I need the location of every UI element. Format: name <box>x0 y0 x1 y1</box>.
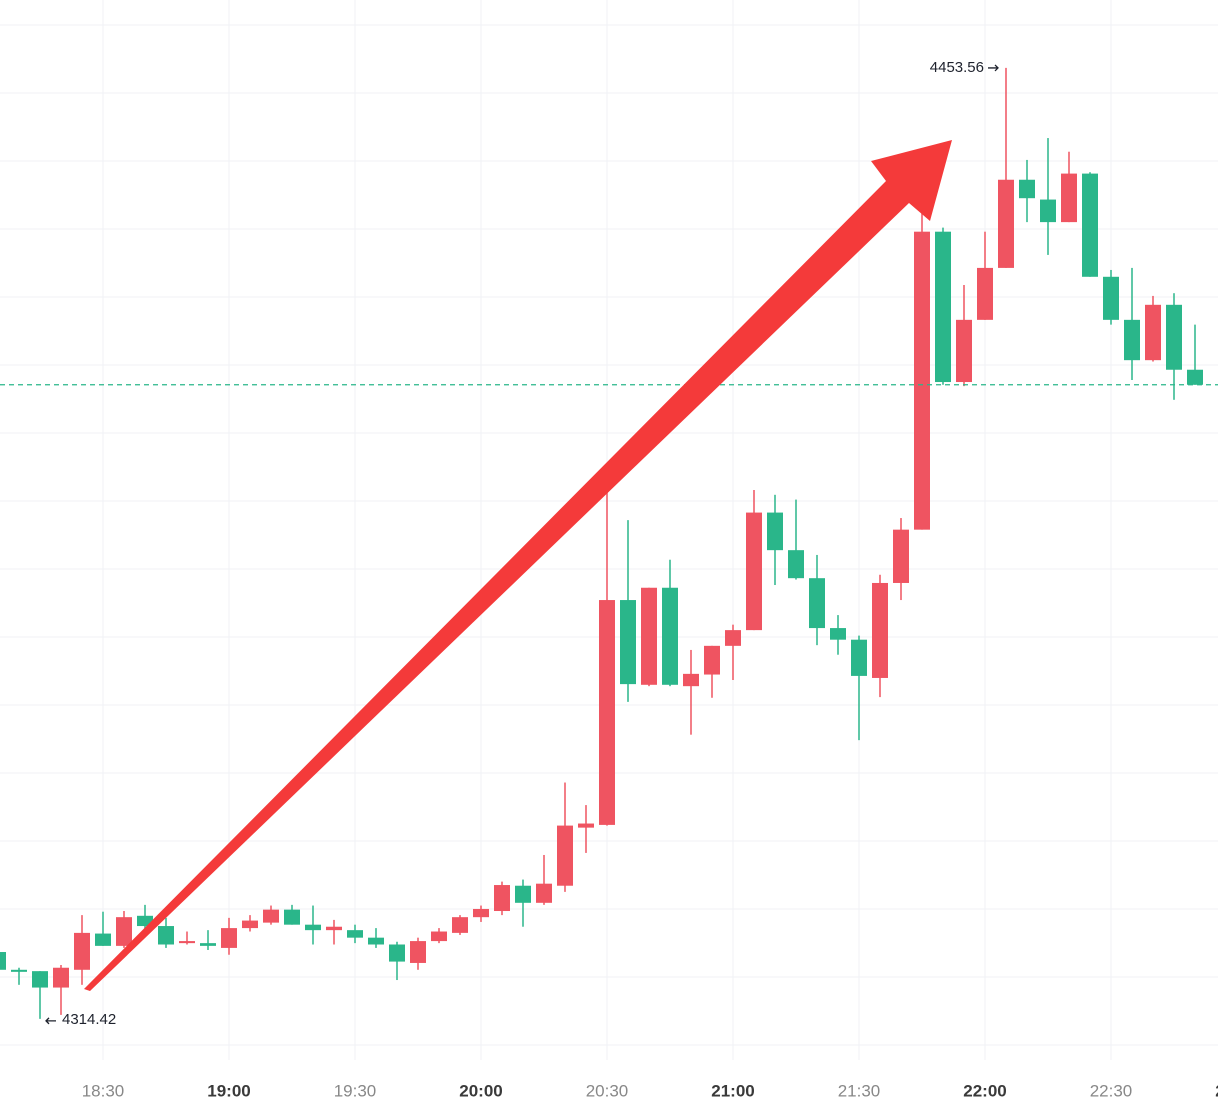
candle-body <box>1145 304 1161 361</box>
candle-body <box>158 926 174 945</box>
candle-body <box>1187 369 1203 385</box>
candle-body <box>557 825 573 886</box>
low-arrow <box>45 1017 56 1025</box>
x-tick-label: 20:30 <box>586 1081 629 1100</box>
candle-body <box>284 909 300 925</box>
candle-body <box>956 319 972 383</box>
x-tick-label: 21:30 <box>838 1081 881 1100</box>
x-tick-label: 23:00 <box>1215 1081 1218 1100</box>
candle-body <box>74 932 90 970</box>
candle-body <box>788 550 804 579</box>
candle-body <box>662 587 678 685</box>
x-tick-label: 21:00 <box>711 1081 754 1100</box>
high-arrow <box>988 64 999 72</box>
candle-body <box>305 924 321 931</box>
candle-body <box>1040 199 1056 223</box>
candle-body <box>410 941 426 963</box>
candle-body <box>599 600 615 825</box>
candle-body <box>179 941 195 944</box>
candle-body <box>578 823 594 828</box>
candle-body <box>95 933 111 946</box>
candle-body <box>935 231 951 383</box>
candle-body <box>200 943 216 946</box>
candles <box>0 67 1218 1019</box>
candle-body <box>1124 319 1140 361</box>
candle-body <box>704 645 720 675</box>
candle-body <box>494 885 510 912</box>
candle-body <box>53 967 69 988</box>
candle-body <box>221 928 237 948</box>
candle-body <box>725 630 741 646</box>
x-tick-label: 20:00 <box>459 1081 502 1100</box>
candle-body <box>998 179 1014 268</box>
candle-body <box>893 529 909 583</box>
labels: 18:30 19:00 19:30 20:00 20:30 21:00 21:30 22:00… <box>45 59 1218 1100</box>
candle-body <box>326 926 342 931</box>
candle-body <box>452 917 468 933</box>
x-tick-label: 19:30 <box>334 1081 377 1100</box>
x-tick-label: 22:00 <box>963 1081 1006 1100</box>
candle-body <box>977 267 993 320</box>
candle-body <box>0 952 6 970</box>
candle-body <box>431 931 447 942</box>
candle-body <box>347 930 363 938</box>
candle-body <box>767 512 783 551</box>
candle-body <box>263 909 279 923</box>
candle-body <box>914 231 930 530</box>
candle-body <box>746 512 762 631</box>
candle-body <box>1166 304 1182 370</box>
candle-body <box>1082 173 1098 277</box>
candle-body <box>830 628 846 640</box>
candle-body <box>809 578 825 629</box>
candle-body <box>242 920 258 929</box>
candle-body <box>620 600 636 685</box>
candle-body <box>1019 179 1035 199</box>
candle-body <box>1061 173 1077 223</box>
x-tick-label: 19:00 <box>207 1081 250 1100</box>
candle-body <box>872 582 888 678</box>
x-tick-label: 22:30 <box>1090 1081 1133 1100</box>
candle-body <box>515 885 531 903</box>
high-label: 4453.56 <box>930 59 984 76</box>
candle-body <box>368 937 384 945</box>
x-tick-label: 18:30 <box>82 1081 125 1100</box>
candle-body <box>116 917 132 946</box>
grid <box>0 0 1218 1060</box>
candle-body <box>1103 276 1119 320</box>
candle-body <box>641 587 657 685</box>
candle-body <box>473 908 489 918</box>
candle-body <box>32 971 48 988</box>
candle-body <box>536 883 552 903</box>
candle-body <box>683 673 699 687</box>
low-label: 4314.42 <box>62 1011 116 1028</box>
candle-body <box>137 915 153 927</box>
candle-body <box>389 944 405 962</box>
trend-arrow <box>84 140 952 991</box>
candle-body <box>11 969 27 972</box>
candle-body <box>851 639 867 676</box>
